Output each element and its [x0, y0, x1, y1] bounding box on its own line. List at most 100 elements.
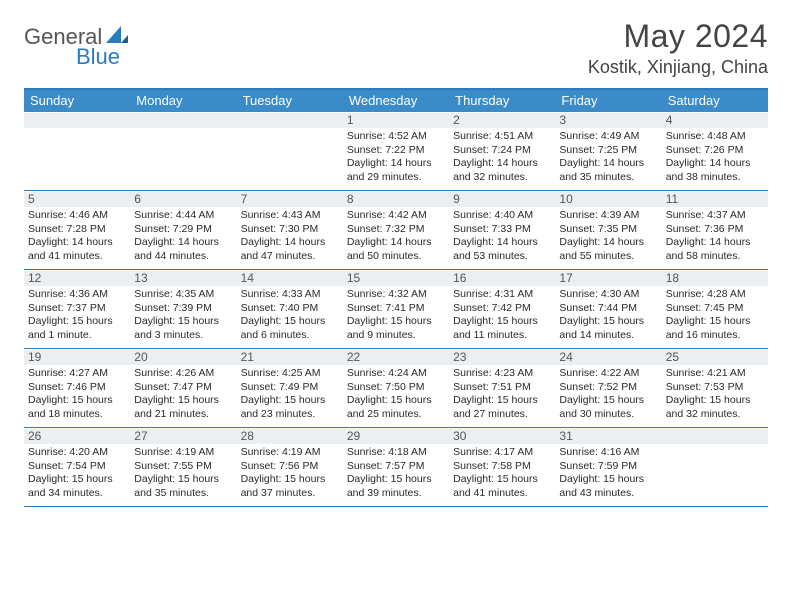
sunset-text: Sunset: 7:54 PM — [28, 460, 126, 473]
sunset-text: Sunset: 7:50 PM — [347, 381, 445, 394]
calendar-day-cell: 29Sunrise: 4:18 AMSunset: 7:57 PMDayligh… — [343, 428, 449, 506]
sunset-text: Sunset: 7:56 PM — [241, 460, 339, 473]
calendar-day-cell: 23Sunrise: 4:23 AMSunset: 7:51 PMDayligh… — [449, 349, 555, 427]
day-number: 5 — [28, 192, 35, 206]
daylight-text: Daylight: 15 hours and 39 minutes. — [347, 473, 445, 500]
day-number-bar: 15 — [343, 271, 449, 286]
day-number — [241, 113, 244, 127]
calendar-day-cell — [662, 428, 768, 506]
calendar-week-row: 1Sunrise: 4:52 AMSunset: 7:22 PMDaylight… — [24, 112, 768, 191]
sunrise-text: Sunrise: 4:35 AM — [134, 288, 232, 301]
weekday-header: Sunday — [24, 90, 130, 112]
sunset-text: Sunset: 7:52 PM — [559, 381, 657, 394]
logo-word-2: Blue — [76, 44, 120, 69]
calendar-day-cell: 27Sunrise: 4:19 AMSunset: 7:55 PMDayligh… — [130, 428, 236, 506]
day-number-bar: 27 — [130, 429, 236, 444]
sunrise-text: Sunrise: 4:25 AM — [241, 367, 339, 380]
daylight-text: Daylight: 15 hours and 34 minutes. — [28, 473, 126, 500]
sunrise-text: Sunrise: 4:39 AM — [559, 209, 657, 222]
day-number-bar — [24, 113, 130, 128]
sunset-text: Sunset: 7:59 PM — [559, 460, 657, 473]
day-number-bar — [237, 113, 343, 128]
day-number: 4 — [666, 113, 673, 127]
sunset-text: Sunset: 7:28 PM — [28, 223, 126, 236]
calendar-day-cell: 6Sunrise: 4:44 AMSunset: 7:29 PMDaylight… — [130, 191, 236, 269]
day-number-bar: 9 — [449, 192, 555, 207]
sunrise-text: Sunrise: 4:48 AM — [666, 130, 764, 143]
day-number-bar: 26 — [24, 429, 130, 444]
sunset-text: Sunset: 7:46 PM — [28, 381, 126, 394]
weekday-header: Monday — [130, 90, 236, 112]
calendar-day-cell: 21Sunrise: 4:25 AMSunset: 7:49 PMDayligh… — [237, 349, 343, 427]
day-number-bar: 21 — [237, 350, 343, 365]
daylight-text: Daylight: 15 hours and 14 minutes. — [559, 315, 657, 342]
calendar-day-cell: 16Sunrise: 4:31 AMSunset: 7:42 PMDayligh… — [449, 270, 555, 348]
weekday-header: Tuesday — [237, 90, 343, 112]
day-number: 14 — [241, 271, 254, 285]
sunrise-text: Sunrise: 4:21 AM — [666, 367, 764, 380]
day-number-bar: 25 — [662, 350, 768, 365]
sunset-text: Sunset: 7:51 PM — [453, 381, 551, 394]
sunset-text: Sunset: 7:33 PM — [453, 223, 551, 236]
day-number-bar: 18 — [662, 271, 768, 286]
sunset-text: Sunset: 7:30 PM — [241, 223, 339, 236]
calendar-week-row: 12Sunrise: 4:36 AMSunset: 7:37 PMDayligh… — [24, 270, 768, 349]
calendar-day-cell: 20Sunrise: 4:26 AMSunset: 7:47 PMDayligh… — [130, 349, 236, 427]
daylight-text: Daylight: 14 hours and 58 minutes. — [666, 236, 764, 263]
sunrise-text: Sunrise: 4:22 AM — [559, 367, 657, 380]
daylight-text: Daylight: 14 hours and 44 minutes. — [134, 236, 232, 263]
day-number-bar: 29 — [343, 429, 449, 444]
sunrise-text: Sunrise: 4:32 AM — [347, 288, 445, 301]
sunset-text: Sunset: 7:39 PM — [134, 302, 232, 315]
day-number: 30 — [453, 429, 466, 443]
day-number-bar: 2 — [449, 113, 555, 128]
day-number-bar: 11 — [662, 192, 768, 207]
sunset-text: Sunset: 7:45 PM — [666, 302, 764, 315]
sunrise-text: Sunrise: 4:43 AM — [241, 209, 339, 222]
day-number-bar: 6 — [130, 192, 236, 207]
sunrise-text: Sunrise: 4:27 AM — [28, 367, 126, 380]
sunset-text: Sunset: 7:40 PM — [241, 302, 339, 315]
weekday-header-row: Sunday Monday Tuesday Wednesday Thursday… — [24, 90, 768, 112]
calendar-day-cell: 19Sunrise: 4:27 AMSunset: 7:46 PMDayligh… — [24, 349, 130, 427]
day-number-bar: 20 — [130, 350, 236, 365]
sunrise-text: Sunrise: 4:26 AM — [134, 367, 232, 380]
day-number: 28 — [241, 429, 254, 443]
sunrise-text: Sunrise: 4:49 AM — [559, 130, 657, 143]
calendar-day-cell: 14Sunrise: 4:33 AMSunset: 7:40 PMDayligh… — [237, 270, 343, 348]
day-number: 10 — [559, 192, 572, 206]
sunset-text: Sunset: 7:47 PM — [134, 381, 232, 394]
sunset-text: Sunset: 7:36 PM — [666, 223, 764, 236]
daylight-text: Daylight: 14 hours and 41 minutes. — [28, 236, 126, 263]
day-number: 9 — [453, 192, 460, 206]
sunrise-text: Sunrise: 4:30 AM — [559, 288, 657, 301]
day-number: 13 — [134, 271, 147, 285]
calendar-day-cell: 12Sunrise: 4:36 AMSunset: 7:37 PMDayligh… — [24, 270, 130, 348]
sunrise-text: Sunrise: 4:42 AM — [347, 209, 445, 222]
calendar-day-cell: 17Sunrise: 4:30 AMSunset: 7:44 PMDayligh… — [555, 270, 661, 348]
daylight-text: Daylight: 15 hours and 37 minutes. — [241, 473, 339, 500]
daylight-text: Daylight: 15 hours and 23 minutes. — [241, 394, 339, 421]
daylight-text: Daylight: 14 hours and 38 minutes. — [666, 157, 764, 184]
sunrise-text: Sunrise: 4:19 AM — [241, 446, 339, 459]
day-number: 27 — [134, 429, 147, 443]
daylight-text: Daylight: 15 hours and 11 minutes. — [453, 315, 551, 342]
daylight-text: Daylight: 15 hours and 27 minutes. — [453, 394, 551, 421]
calendar-day-cell — [24, 112, 130, 190]
day-number: 6 — [134, 192, 141, 206]
calendar-day-cell: 15Sunrise: 4:32 AMSunset: 7:41 PMDayligh… — [343, 270, 449, 348]
calendar-day-cell: 8Sunrise: 4:42 AMSunset: 7:32 PMDaylight… — [343, 191, 449, 269]
calendar-day-cell: 3Sunrise: 4:49 AMSunset: 7:25 PMDaylight… — [555, 112, 661, 190]
calendar-day-cell: 4Sunrise: 4:48 AMSunset: 7:26 PMDaylight… — [662, 112, 768, 190]
daylight-text: Daylight: 15 hours and 1 minute. — [28, 315, 126, 342]
daylight-text: Daylight: 15 hours and 41 minutes. — [453, 473, 551, 500]
day-number — [28, 113, 31, 127]
calendar-day-cell: 25Sunrise: 4:21 AMSunset: 7:53 PMDayligh… — [662, 349, 768, 427]
day-number: 12 — [28, 271, 41, 285]
weekday-header: Thursday — [449, 90, 555, 112]
day-number: 25 — [666, 350, 679, 364]
calendar-day-cell: 13Sunrise: 4:35 AMSunset: 7:39 PMDayligh… — [130, 270, 236, 348]
sunrise-text: Sunrise: 4:18 AM — [347, 446, 445, 459]
day-number-bar: 12 — [24, 271, 130, 286]
day-number-bar: 3 — [555, 113, 661, 128]
